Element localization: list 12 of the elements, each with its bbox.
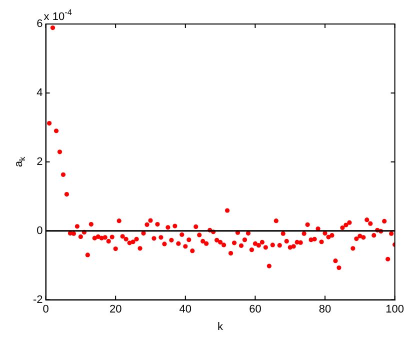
x-tick-label: 40 [179,303,192,316]
x-tick-label: 80 [318,303,332,316]
x-tick-label: 60 [249,303,262,316]
y-tick-label: 2 [36,156,43,168]
x-tick-label: 100 [386,303,404,316]
y-axis-title: ak [12,156,28,168]
x-tick-label: 20 [109,303,122,316]
y-tick-label: -2 [33,294,43,306]
y-tick-label: 4 [36,86,43,99]
y-tick-label: 6 [36,18,43,30]
x-axis-title: k [218,320,224,333]
y-tick-label: 0 [36,224,43,237]
